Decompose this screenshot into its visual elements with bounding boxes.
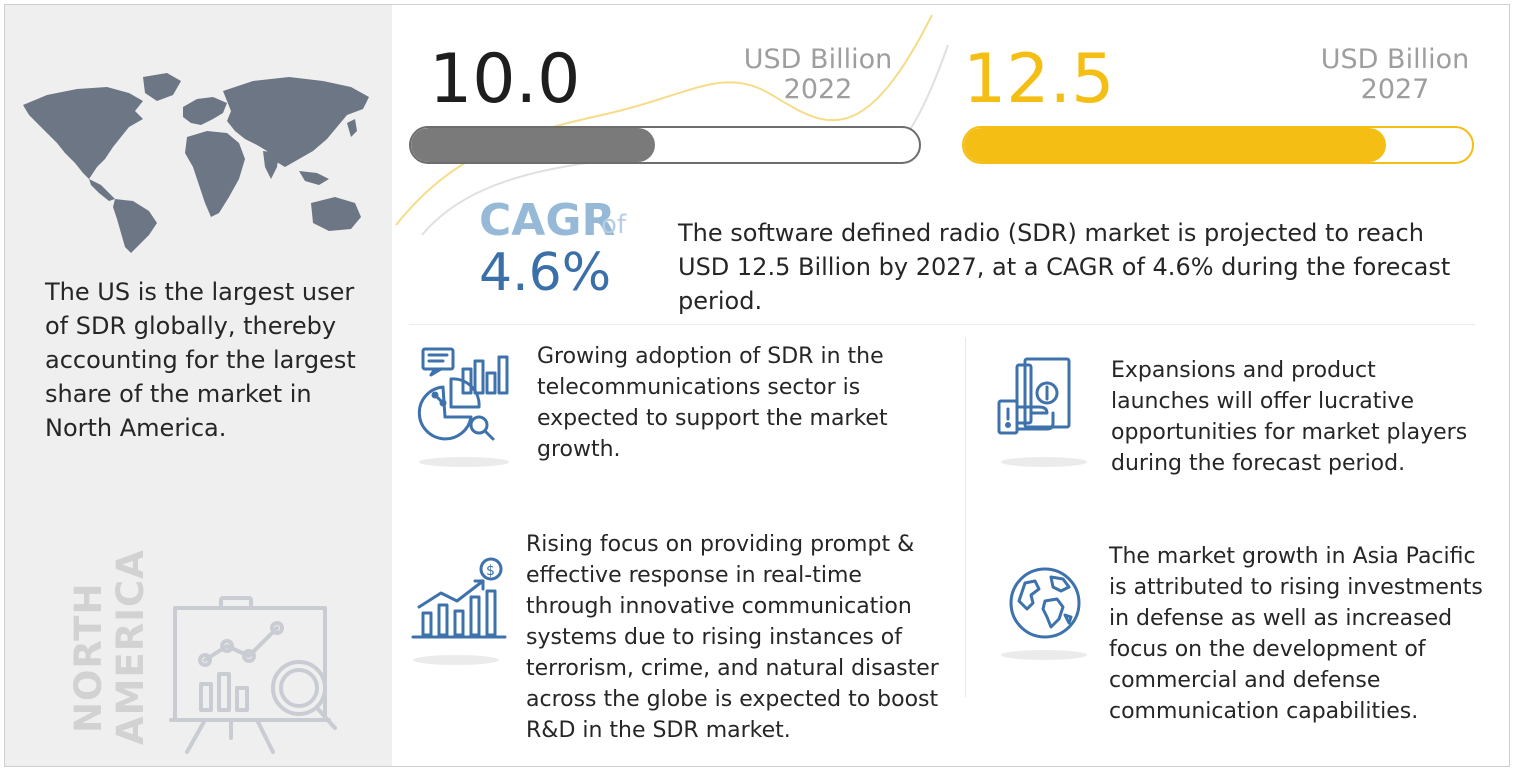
region-label: NORTH AMERICA [61,549,152,755]
icon-shadow [1001,650,1087,660]
value-2027: 12.5 [963,40,1115,119]
infographic-frame: The US is the largest user of SDR global… [4,4,1510,767]
driver-text-2: Expansions and product launches will off… [1111,358,1468,476]
unit-2027-label: USD Billion [1320,44,1470,75]
cagr-label: CAGR [479,195,616,246]
region-label-line2: AMERICA [109,549,152,745]
year-2027: 2027 [1360,74,1430,105]
region-label-line1: NORTH [67,582,110,733]
presentation-board-icon [169,596,337,754]
unit-2027: USD Billion 2027 [1305,45,1485,105]
unit-2022: USD Billion 2022 [733,45,903,105]
progress-bar-2022 [409,126,921,164]
icon-shadow [413,655,499,665]
money-hand-icon [997,357,1071,435]
market-summary: The software defined radio (SDR) market … [678,219,1451,315]
analytics-report-icon [417,347,509,441]
value-2022: 10.0 [429,40,581,119]
progress-bar-2027 [962,126,1474,164]
divider-vertical [965,337,966,697]
driver-text-4: The market growth in Asia Pacific is att… [1109,544,1483,724]
driver-text-1: Growing adoption of SDR in the telecommu… [537,344,888,462]
svg-text:$: $ [486,563,495,579]
cagr-of: of [601,210,627,240]
left-panel: The US is the largest user of SDR global… [5,5,392,766]
cagr-value: 4.6% [479,243,612,303]
globe-icon [1009,567,1081,639]
progress-fill-2027 [964,128,1386,162]
driver-text-3: Rising focus on providing prompt & effec… [526,532,939,743]
world-map-icon [23,73,369,253]
icon-shadow [1001,457,1087,467]
growth-chart-dollar-icon: $ [411,557,507,639]
divider-horizontal [409,324,1475,325]
progress-fill-2022 [411,128,655,162]
year-2022: 2022 [783,74,853,105]
icon-shadow [419,457,509,467]
unit-2022-label: USD Billion [743,44,893,75]
left-panel-text: The US is the largest user of SDR global… [45,278,356,442]
